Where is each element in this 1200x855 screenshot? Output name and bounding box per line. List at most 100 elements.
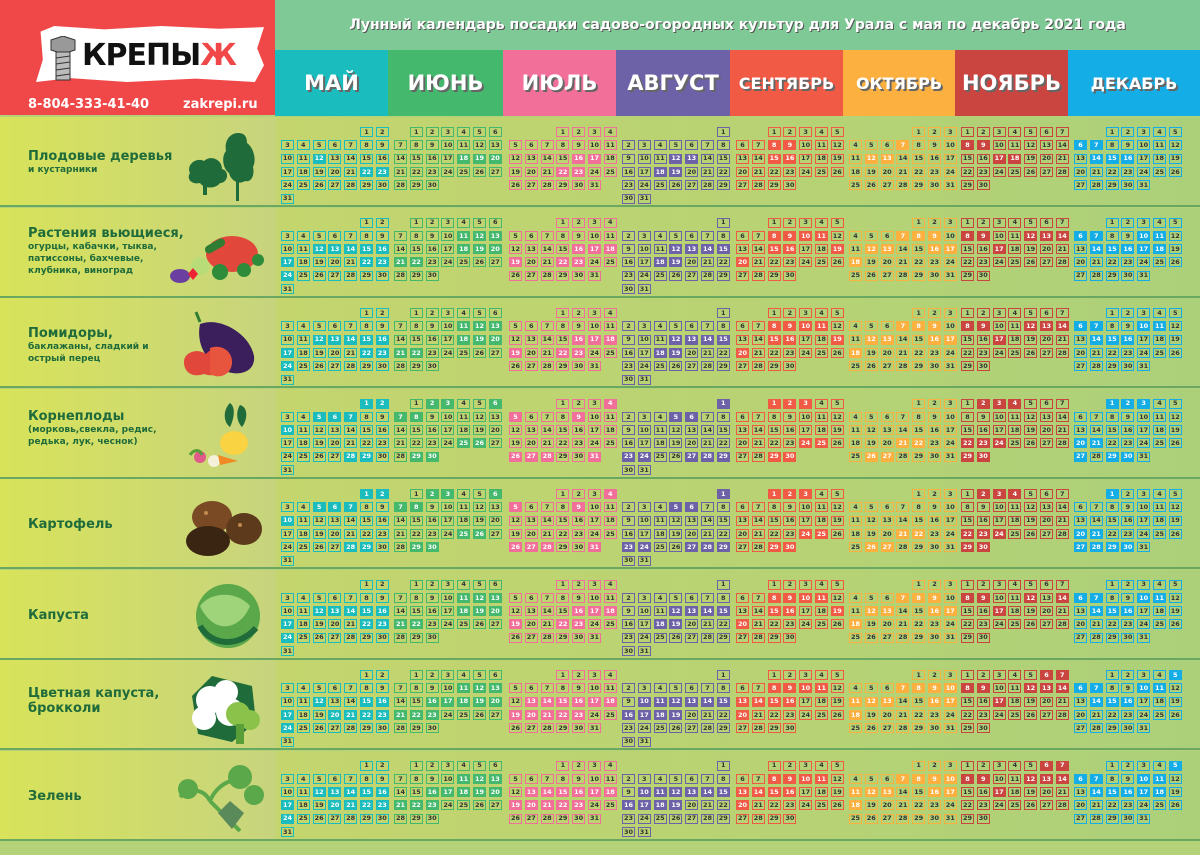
- day-cell: 30: [572, 451, 586, 462]
- day-cell: 13: [736, 153, 749, 164]
- day-cell: 27: [685, 361, 699, 372]
- favorable-day-cell: 22: [556, 800, 570, 811]
- day-cell: 16: [976, 153, 990, 164]
- favorable-day-cell: 12: [312, 334, 326, 345]
- day-cell: 21: [1055, 787, 1069, 798]
- day-cell: 13: [736, 334, 749, 345]
- phone-number[interactable]: 8-804-333-41-40: [28, 97, 150, 112]
- favorable-day-cell: 19: [830, 334, 844, 345]
- day-cell: 4: [457, 398, 471, 409]
- day-cell: 26: [830, 800, 844, 811]
- day-cell: 18: [815, 696, 828, 707]
- day-cell: 7: [751, 773, 765, 784]
- day-cell: 4: [1008, 308, 1022, 318]
- favorable-day-cell: 6: [1040, 670, 1053, 680]
- day-cell: 14: [896, 153, 910, 164]
- website-link[interactable]: zakrepi.ru: [183, 97, 258, 112]
- day-cell: 10: [588, 592, 601, 603]
- day-cell: 11: [1153, 140, 1166, 151]
- day-cell: 19: [1024, 153, 1038, 164]
- day-cell: 11: [1008, 230, 1022, 241]
- day-cell: 22: [1105, 528, 1119, 539]
- day-cell: 29: [912, 180, 926, 191]
- day-cell: 28: [701, 632, 714, 643]
- day-cell: 26: [312, 813, 326, 824]
- day-cell: 28: [701, 723, 714, 734]
- day-cell: 17: [637, 166, 651, 177]
- day-cell: 6: [685, 140, 699, 151]
- favorable-day-cell: 27: [880, 451, 894, 462]
- day-cell: 4: [457, 489, 471, 499]
- day-cell: 12: [509, 244, 522, 255]
- day-cell: 19: [864, 166, 878, 177]
- day-cell: 18: [296, 619, 310, 630]
- favorable-day-cell: 14: [701, 696, 714, 707]
- day-cell: 2: [622, 411, 635, 422]
- favorable-day-cell: 14: [701, 787, 714, 798]
- day-cell: 15: [961, 425, 974, 436]
- day-cell: 3: [637, 683, 651, 694]
- favorable-day-cell: 23: [375, 800, 389, 811]
- favorable-day-cell: 22: [360, 709, 373, 720]
- favorable-day-cell: 21: [896, 528, 910, 539]
- day-cell: 20: [524, 438, 538, 449]
- day-cell: 3: [281, 502, 294, 513]
- favorable-day-cell: 20: [736, 800, 749, 811]
- day-cell: 19: [864, 528, 878, 539]
- day-cell: 26: [473, 347, 486, 358]
- day-cell: 18: [815, 606, 828, 617]
- day-cell: 1: [767, 217, 781, 228]
- favorable-day-cell: 9: [976, 140, 990, 151]
- day-cell: 23: [1121, 438, 1135, 449]
- day-cell: 30: [572, 361, 586, 372]
- day-cell: 12: [1024, 502, 1038, 513]
- day-cell: 10: [588, 230, 601, 241]
- favorable-day-cell: 22: [409, 709, 423, 720]
- day-cell: 1: [767, 760, 781, 771]
- logo-background: [36, 26, 264, 82]
- day-cell: 21: [1089, 347, 1103, 358]
- favorable-day-cell: 14: [1089, 153, 1103, 164]
- favorable-day-cell: 12: [312, 153, 326, 164]
- favorable-day-cell: 16: [1121, 153, 1135, 164]
- day-cell: 13: [1074, 606, 1087, 617]
- day-cell: 19: [830, 153, 844, 164]
- day-cell: 4: [296, 230, 310, 241]
- favorable-day-cell: 29: [360, 542, 373, 553]
- day-cell: 18: [1153, 606, 1166, 617]
- day-cell: 26: [312, 723, 326, 734]
- favorable-day-cell: 19: [669, 619, 683, 630]
- day-cell: 5: [669, 773, 683, 784]
- day-cell: 19: [473, 515, 486, 526]
- favorable-day-cell: 22: [556, 257, 570, 268]
- day-cell: 20: [685, 347, 699, 358]
- day-cell: 24: [588, 709, 601, 720]
- day-cell: 15: [409, 334, 423, 345]
- day-cell: 12: [830, 592, 844, 603]
- day-cell: 31: [281, 646, 294, 656]
- day-cell: 30: [928, 723, 941, 734]
- day-cell: 31: [1137, 180, 1151, 191]
- day-cell: 26: [312, 632, 326, 643]
- favorable-day-cell: 10: [637, 696, 651, 707]
- crop-row: Цветная капуста, брокколи 1 2 3 4 5 6 7 8 9 10 11 12…: [0, 660, 1200, 750]
- day-cell: 12: [830, 411, 844, 422]
- day-cell: 8: [556, 411, 570, 422]
- day-cell: 8: [1105, 140, 1119, 151]
- day-cell: 29: [767, 180, 781, 191]
- day-cell: 25: [1153, 347, 1166, 358]
- favorable-day-cell: 19: [830, 244, 844, 255]
- favorable-day-cell: 22: [556, 619, 570, 630]
- day-cell: 29: [961, 723, 974, 734]
- day-cell: 22: [1105, 709, 1119, 720]
- day-cell: 24: [799, 347, 813, 358]
- day-cell: 11: [1008, 683, 1022, 694]
- day-cell: 9: [375, 502, 389, 513]
- day-cell: 1: [556, 398, 570, 409]
- day-cell: 29: [1105, 632, 1119, 643]
- day-cell: 7: [540, 230, 554, 241]
- crop-row: Корнеплоды (морковь,свекла, редис, редька…: [0, 388, 1200, 479]
- day-cell: 30: [928, 361, 941, 372]
- day-cell: 10: [441, 773, 455, 784]
- day-cell: 3: [441, 127, 455, 137]
